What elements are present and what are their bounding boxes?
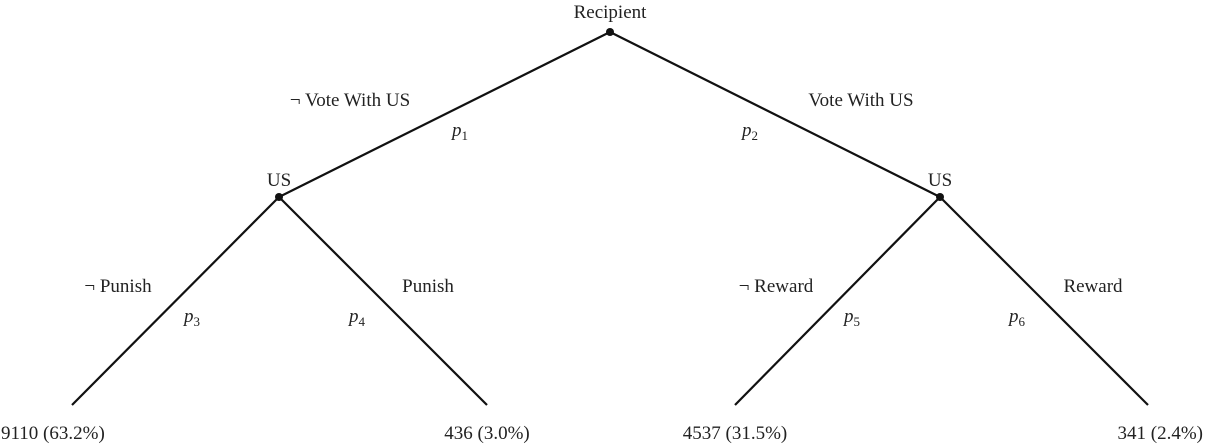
outcome: 4537 (31.5%) (683, 423, 787, 444)
edge (278, 31, 611, 198)
branch-label: Punish (402, 276, 454, 297)
branch-label: ¬ Reward (739, 276, 814, 297)
root-label: Recipient (574, 2, 648, 23)
outcome: 436 (3.0%) (444, 423, 529, 444)
branch-label: ¬ Vote With US (290, 90, 410, 111)
p-index: 1 (462, 128, 469, 143)
p-index: 6 (1019, 314, 1026, 329)
outcome: 9110 (63.2%) (1, 423, 105, 444)
p-index: 2 (752, 128, 759, 143)
p-symbol: p (450, 120, 462, 141)
probability: p4 (347, 306, 366, 329)
probability: p6 (1007, 306, 1026, 329)
p-index: 4 (359, 314, 366, 329)
edges (71, 31, 1149, 406)
p-symbol: p (182, 306, 194, 327)
probability: p3 (182, 306, 200, 329)
node-dot (936, 193, 944, 201)
node-label: US (267, 170, 291, 191)
p-symbol: p (740, 120, 752, 141)
node-dot (275, 193, 283, 201)
outcome: 341 (2.4%) (1118, 423, 1203, 444)
p-index: 5 (854, 314, 861, 329)
branch-label: Reward (1063, 276, 1123, 297)
edge (278, 196, 488, 406)
edge (734, 196, 941, 406)
p-symbol: p (347, 306, 359, 327)
p-symbol: p (842, 306, 854, 327)
p-symbol: p (1007, 306, 1019, 327)
edge (939, 196, 1149, 406)
probability: p5 (842, 306, 860, 329)
edge (71, 196, 280, 406)
probability: p1 (450, 120, 468, 143)
probability: p2 (740, 120, 758, 143)
branch-label: Vote With US (808, 90, 913, 111)
p-index: 3 (194, 314, 201, 329)
node-label: US (928, 170, 952, 191)
edge (609, 31, 941, 198)
branch-label: ¬ Punish (84, 276, 152, 297)
node-dot (606, 28, 614, 36)
